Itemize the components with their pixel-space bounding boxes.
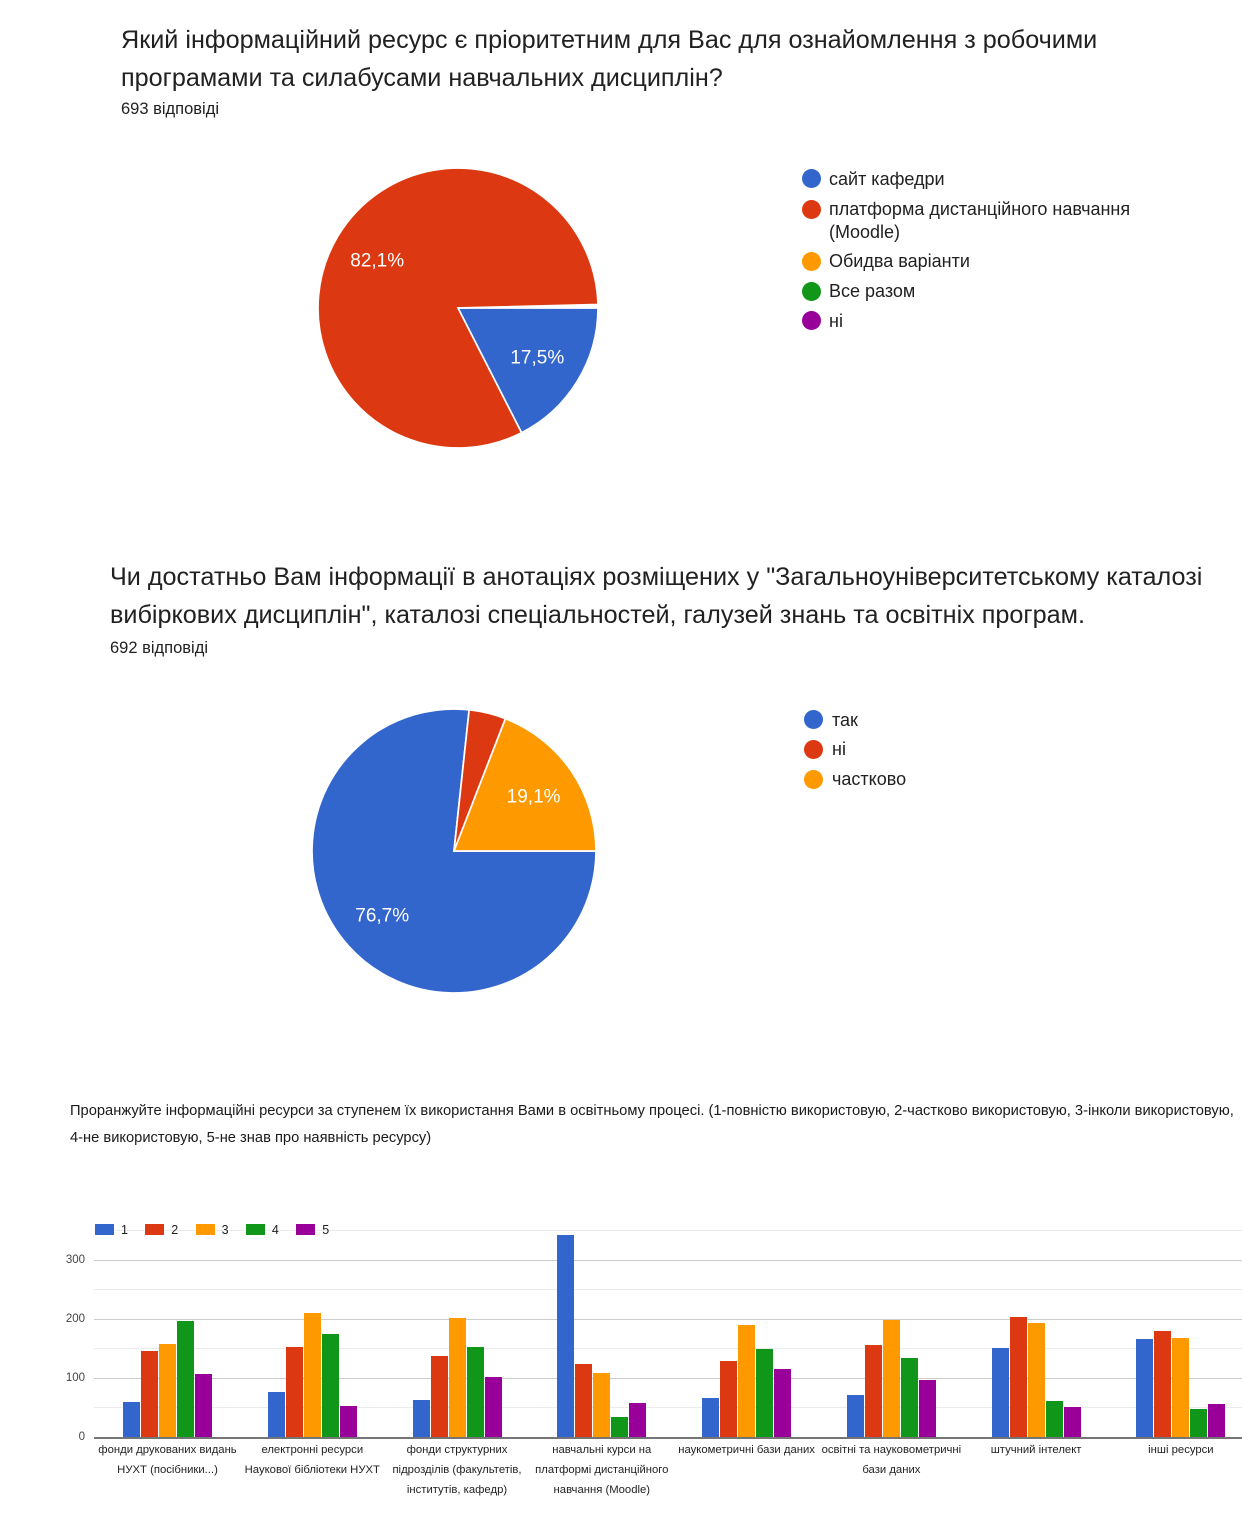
svg-text:82,1%: 82,1% bbox=[350, 251, 404, 272]
svg-text:17,5%: 17,5% bbox=[510, 347, 564, 368]
svg-text:19,1%: 19,1% bbox=[507, 787, 561, 808]
svg-text:76,7%: 76,7% bbox=[355, 906, 409, 927]
